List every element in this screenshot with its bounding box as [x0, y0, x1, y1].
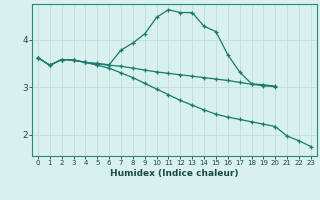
X-axis label: Humidex (Indice chaleur): Humidex (Indice chaleur) [110, 169, 239, 178]
